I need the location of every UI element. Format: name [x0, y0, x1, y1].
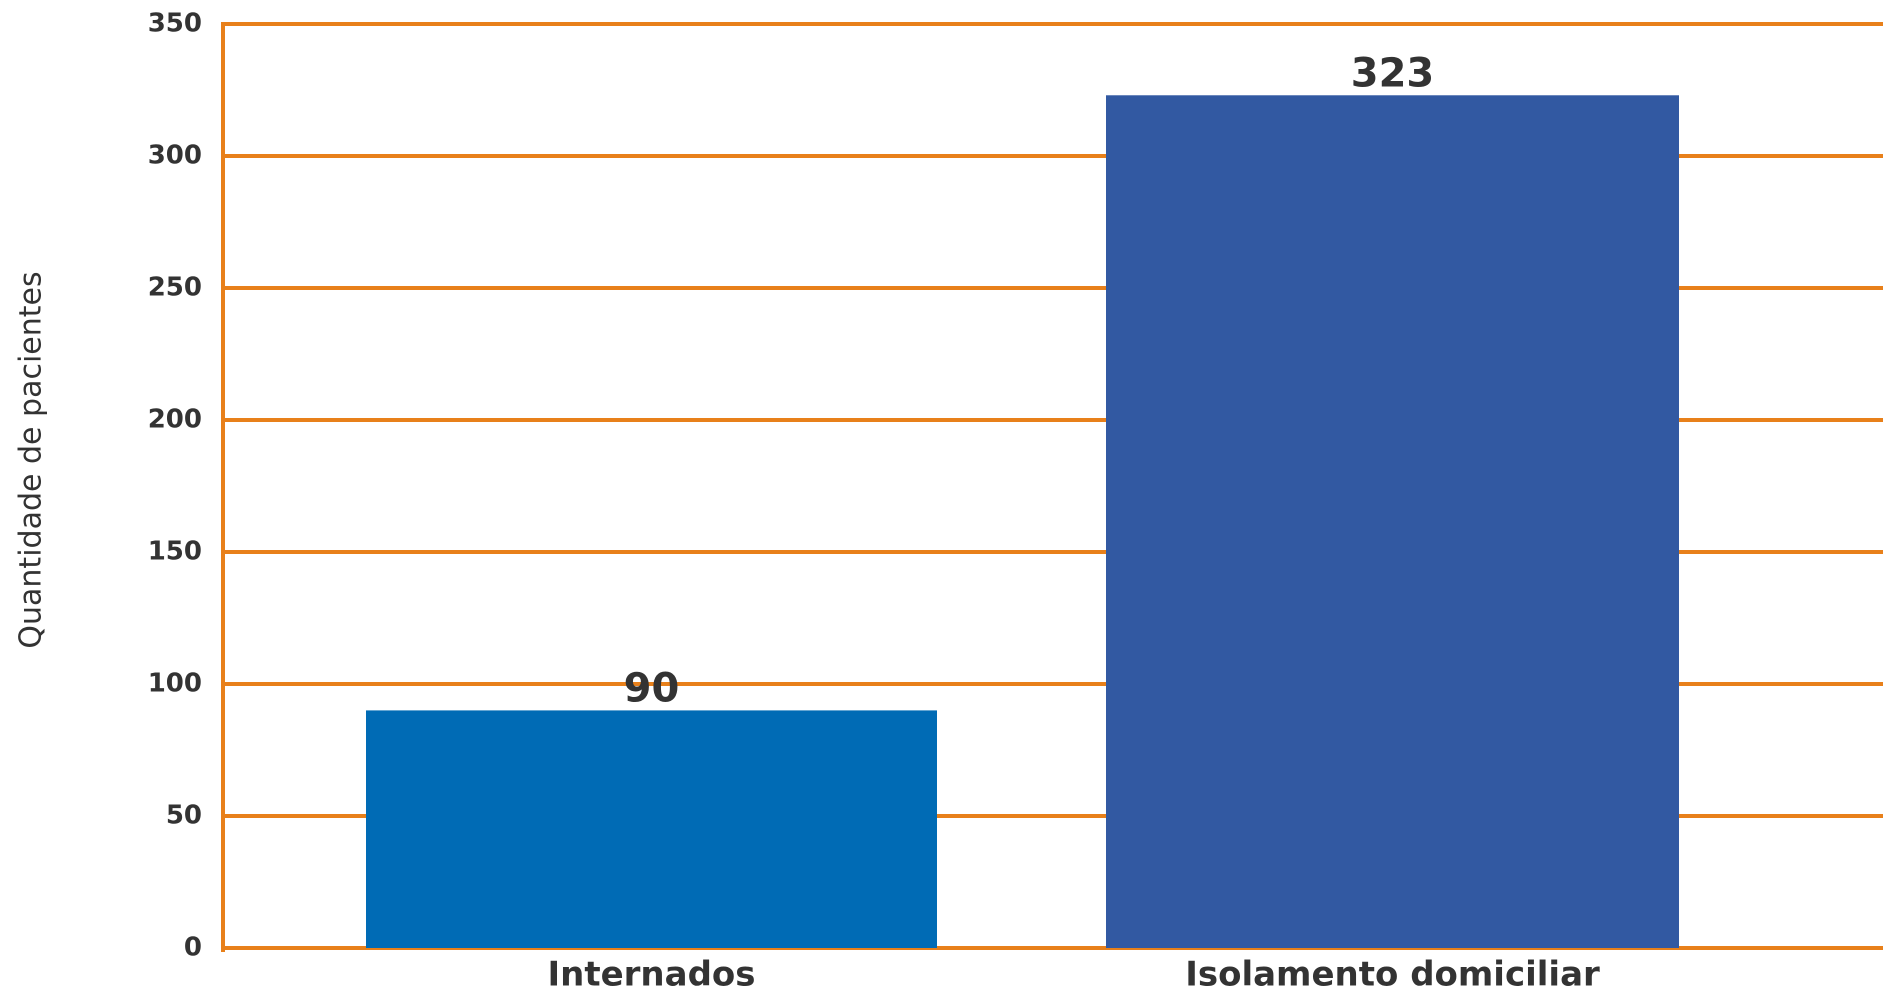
data-label: 90 — [624, 665, 680, 711]
y-tick-label: 200 — [148, 405, 202, 435]
y-tick-label: 50 — [166, 801, 202, 831]
y-axis-label: Quantidade de pacientes — [14, 271, 49, 648]
y-tick-label: 150 — [148, 537, 202, 567]
data-label: 323 — [1351, 50, 1435, 96]
y-tick-label: 0 — [184, 933, 202, 963]
bar — [366, 710, 937, 948]
y-tick-label: 300 — [148, 141, 202, 171]
y-tick-label: 350 — [148, 9, 202, 39]
y-tick-label: 250 — [148, 273, 202, 303]
bar — [1106, 95, 1679, 948]
x-tick-label: Internados — [547, 955, 755, 995]
x-tick-label: Isolamento domiciliar — [1185, 955, 1600, 995]
y-tick-label: 100 — [148, 669, 202, 699]
